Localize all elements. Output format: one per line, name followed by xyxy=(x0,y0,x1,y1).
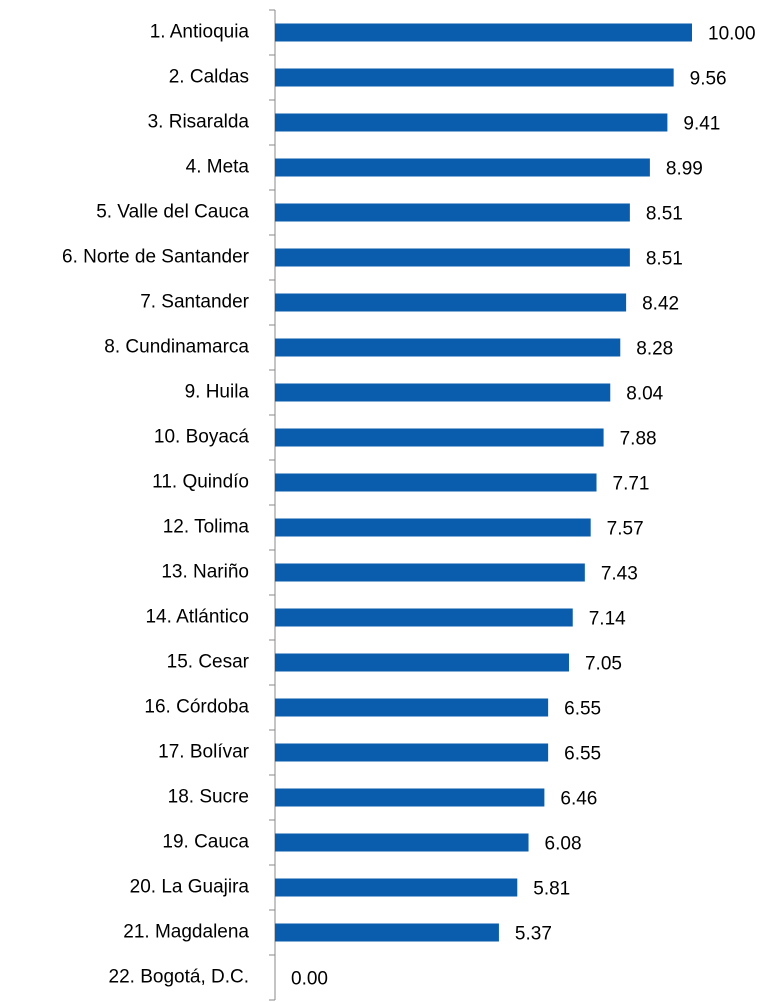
category-label: 5. Valle del Cauca xyxy=(96,202,249,223)
value-label: 7.05 xyxy=(585,654,622,675)
category-label: 7. Santander xyxy=(140,292,249,313)
category-label: 1. Antioquia xyxy=(150,22,250,43)
value-label: 8.51 xyxy=(646,204,683,225)
bar xyxy=(275,653,569,672)
bar xyxy=(275,923,499,942)
value-label: 6.46 xyxy=(560,789,597,810)
category-label: 3. Risaralda xyxy=(148,112,250,133)
category-label: 14. Atlántico xyxy=(145,607,249,628)
category-label: 12. Tolima xyxy=(163,517,250,538)
category-label: 18. Sucre xyxy=(168,787,249,808)
category-label: 6. Norte de Santander xyxy=(62,247,250,268)
value-label: 8.51 xyxy=(646,249,683,270)
value-label: 6.55 xyxy=(564,744,601,765)
category-label: 21. Magdalena xyxy=(123,922,249,943)
bar xyxy=(275,563,585,582)
bar xyxy=(275,113,668,132)
category-label: 4. Meta xyxy=(186,157,250,178)
bar xyxy=(275,293,627,312)
value-label: 6.55 xyxy=(564,699,601,720)
value-label: 8.04 xyxy=(626,384,663,405)
bar xyxy=(275,68,674,87)
value-label: 7.57 xyxy=(607,519,644,540)
value-label: 8.28 xyxy=(636,339,673,360)
category-label: 11. Quindío xyxy=(152,472,249,493)
value-label: 5.37 xyxy=(515,924,552,945)
value-label: 7.43 xyxy=(601,564,638,585)
value-label: 8.42 xyxy=(642,294,679,315)
value-label: 6.08 xyxy=(545,834,582,855)
bar xyxy=(275,788,545,807)
category-label: 16. Córdoba xyxy=(144,697,249,718)
bar xyxy=(275,248,630,267)
bar xyxy=(275,473,597,492)
bar xyxy=(275,338,621,357)
value-label: 7.14 xyxy=(589,609,626,630)
bar xyxy=(275,518,591,537)
value-label: 9.56 xyxy=(690,69,727,90)
category-label: 15. Cesar xyxy=(167,652,250,673)
category-label: 17. Bolívar xyxy=(158,742,249,763)
category-label: 9. Huila xyxy=(185,382,250,403)
bar xyxy=(275,383,611,402)
bar xyxy=(275,428,604,447)
value-label: 5.81 xyxy=(533,879,570,900)
category-label: 22. Bogotá, D.C. xyxy=(109,967,249,988)
value-label: 9.41 xyxy=(683,114,720,135)
category-label: 20. La Guajira xyxy=(130,877,250,898)
bar xyxy=(275,743,549,762)
category-label: 2. Caldas xyxy=(169,67,249,88)
value-label: 8.99 xyxy=(666,159,703,180)
bar xyxy=(275,203,630,222)
bar xyxy=(275,23,692,42)
bar xyxy=(275,878,518,897)
bar xyxy=(275,698,549,717)
bar xyxy=(275,158,650,177)
category-label: 8. Cundinamarca xyxy=(104,337,249,358)
value-label: 7.88 xyxy=(620,429,657,450)
category-label: 13. Nariño xyxy=(161,562,249,583)
category-label: 10. Boyacá xyxy=(154,427,249,448)
bar xyxy=(275,833,529,852)
value-label: 10.00 xyxy=(708,24,756,45)
value-label: 0.00 xyxy=(291,969,328,990)
value-label: 7.71 xyxy=(613,474,650,495)
category-label: 19. Cauca xyxy=(162,832,249,853)
bar xyxy=(275,608,573,627)
